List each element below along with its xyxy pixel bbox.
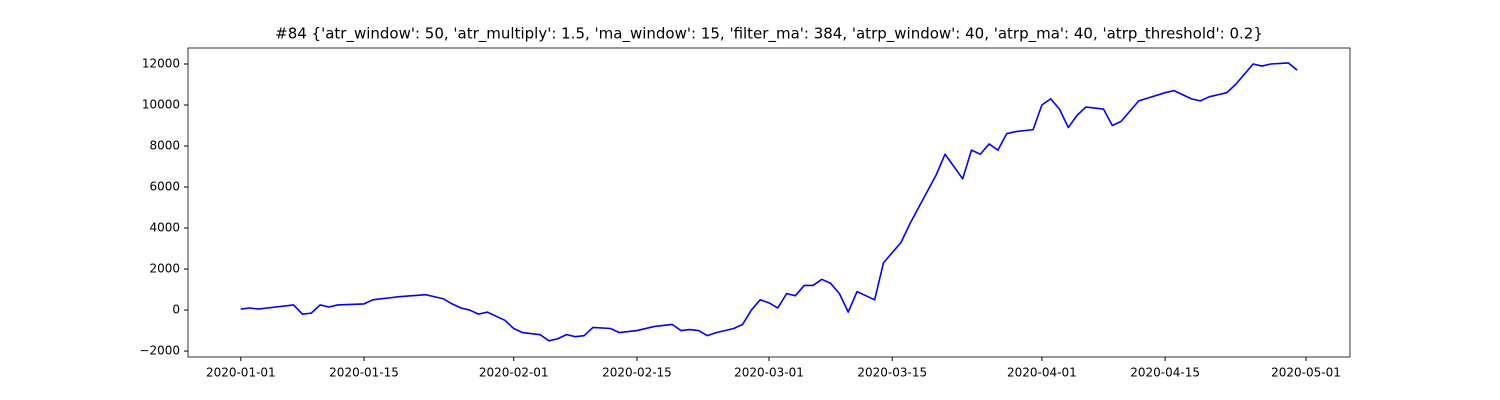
plot-frame [187,47,1351,358]
x-tick-label: 2020-04-01 [1007,366,1077,380]
x-tick-label: 2020-02-15 [602,366,672,380]
y-tick-label: 0 [172,303,180,317]
y-tick-label: 8000 [149,139,180,153]
y-tick-label: 4000 [149,221,180,235]
chart-title: #84 {'atr_window': 50, 'atr_multiply': 1… [275,25,1263,44]
x-tick-label: 2020-01-01 [206,366,276,380]
line [240,62,1298,342]
x-tick-label: 2020-04-15 [1130,366,1200,380]
y-tick-label: −2000 [139,344,180,358]
x-tick-label: 2020-02-01 [479,366,549,380]
y-tick-label: 10000 [142,98,180,112]
x-tick-label: 2020-01-15 [329,366,399,380]
x-tick-label: 2020-03-01 [734,366,804,380]
x-tick-label: 2020-05-01 [1271,366,1341,380]
y-tick-label: 6000 [149,180,180,194]
y-tick-label: 2000 [149,262,180,276]
x-tick-label: 2020-03-15 [857,366,927,380]
y-tick-label: 12000 [142,56,180,70]
